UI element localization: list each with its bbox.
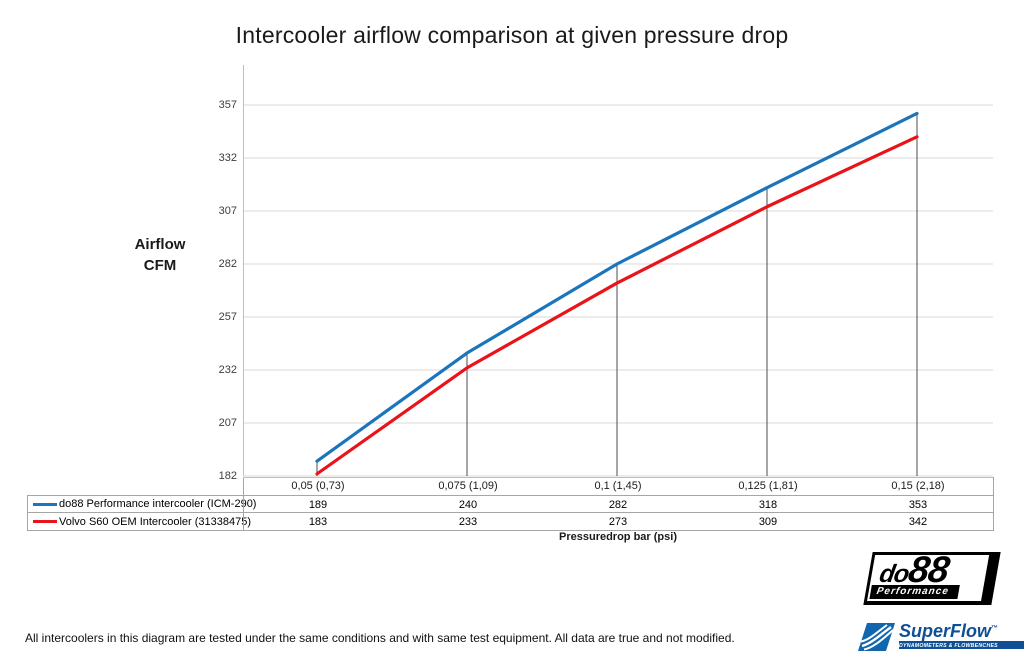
do88-logo-frame: do88 Performance <box>863 549 1001 605</box>
category-label: 0,05 (0,73) <box>291 480 345 492</box>
table-cell-value: 189 <box>308 499 328 511</box>
do88-performance-label: Performance <box>869 585 960 599</box>
do88-wordmark-number: 88 <box>905 549 952 590</box>
y-tick-label: 357 <box>218 99 237 111</box>
table-cell-value: 282 <box>608 499 628 511</box>
y-tick-label: 207 <box>218 417 237 429</box>
table-border-line <box>27 495 28 531</box>
table-cell-value: 240 <box>458 499 478 511</box>
y-tick-label: 332 <box>218 152 237 164</box>
y-tick-label: 182 <box>218 470 237 482</box>
table-border-line <box>243 477 993 478</box>
do88-logo: do88 Performance <box>863 549 1001 605</box>
table-cell-value: 233 <box>458 516 478 528</box>
y-tick-label: 257 <box>218 311 237 323</box>
table-cell-value: 183 <box>308 516 328 528</box>
category-label: 0,15 (2,18) <box>891 480 945 492</box>
chart-title: Intercooler airflow comparison at given … <box>235 22 789 48</box>
table-border-line <box>243 477 244 531</box>
y-axis-title-line2: CFM <box>143 257 177 274</box>
superflow-tagline: DYNAMOMETERS & FLOWBENCHES <box>899 642 998 648</box>
table-cell-value: 353 <box>908 499 928 511</box>
y-tick-label: 282 <box>218 258 237 270</box>
y-tick-label: 307 <box>218 205 237 217</box>
superflow-text-block: SuperFlow™ DYNAMOMETERS & FLOWBENCHES <box>899 620 1024 649</box>
superflow-tagline-bar: DYNAMOMETERS & FLOWBENCHES <box>899 641 1024 649</box>
series-name-label: Volvo S60 OEM Intercooler (31338475) <box>59 515 252 528</box>
superflow-wordmark: SuperFlow™ <box>899 620 1024 640</box>
table-cell-value: 342 <box>908 516 928 528</box>
category-label: 0,1 (1,45) <box>594 480 642 492</box>
table-cell-value: 309 <box>758 516 778 528</box>
legend-key-line <box>33 502 57 506</box>
table-cell-value: 273 <box>608 516 628 528</box>
legend-key-line <box>33 520 57 523</box>
y-axis-title-line1: Airflow <box>134 236 186 253</box>
table-row: Volvo S60 OEM Intercooler (31338475) 183 2… <box>27 513 993 531</box>
superflow-logo: SuperFlow™ DYNAMOMETERS & FLOWBENCHES <box>858 620 1024 654</box>
x-axis-title: Pressuredrop bar (psi) <box>559 531 677 543</box>
superflow-name: SuperFlow <box>899 621 992 641</box>
series-line-volvo <box>315 135 919 476</box>
series-line-do88 <box>315 111 919 463</box>
y-axis-title: Airflow CFM <box>110 234 210 276</box>
plot-area <box>243 65 993 477</box>
superflow-swoosh-icon <box>858 623 895 651</box>
category-label: 0,125 (1,81) <box>738 480 798 492</box>
disclaimer-text: All intercoolers in this diagram are tes… <box>25 631 735 645</box>
category-label: 0,075 (1,09) <box>438 480 498 492</box>
series-name-label: do88 Performance intercooler (ICM-290) <box>59 498 257 510</box>
table-cell-value: 318 <box>758 499 778 511</box>
y-tick-label: 232 <box>218 364 237 376</box>
table-border-line <box>993 477 994 531</box>
trademark-symbol: ™ <box>991 625 999 632</box>
table-row: do88 Performance intercooler (ICM-290) 18… <box>27 495 993 513</box>
